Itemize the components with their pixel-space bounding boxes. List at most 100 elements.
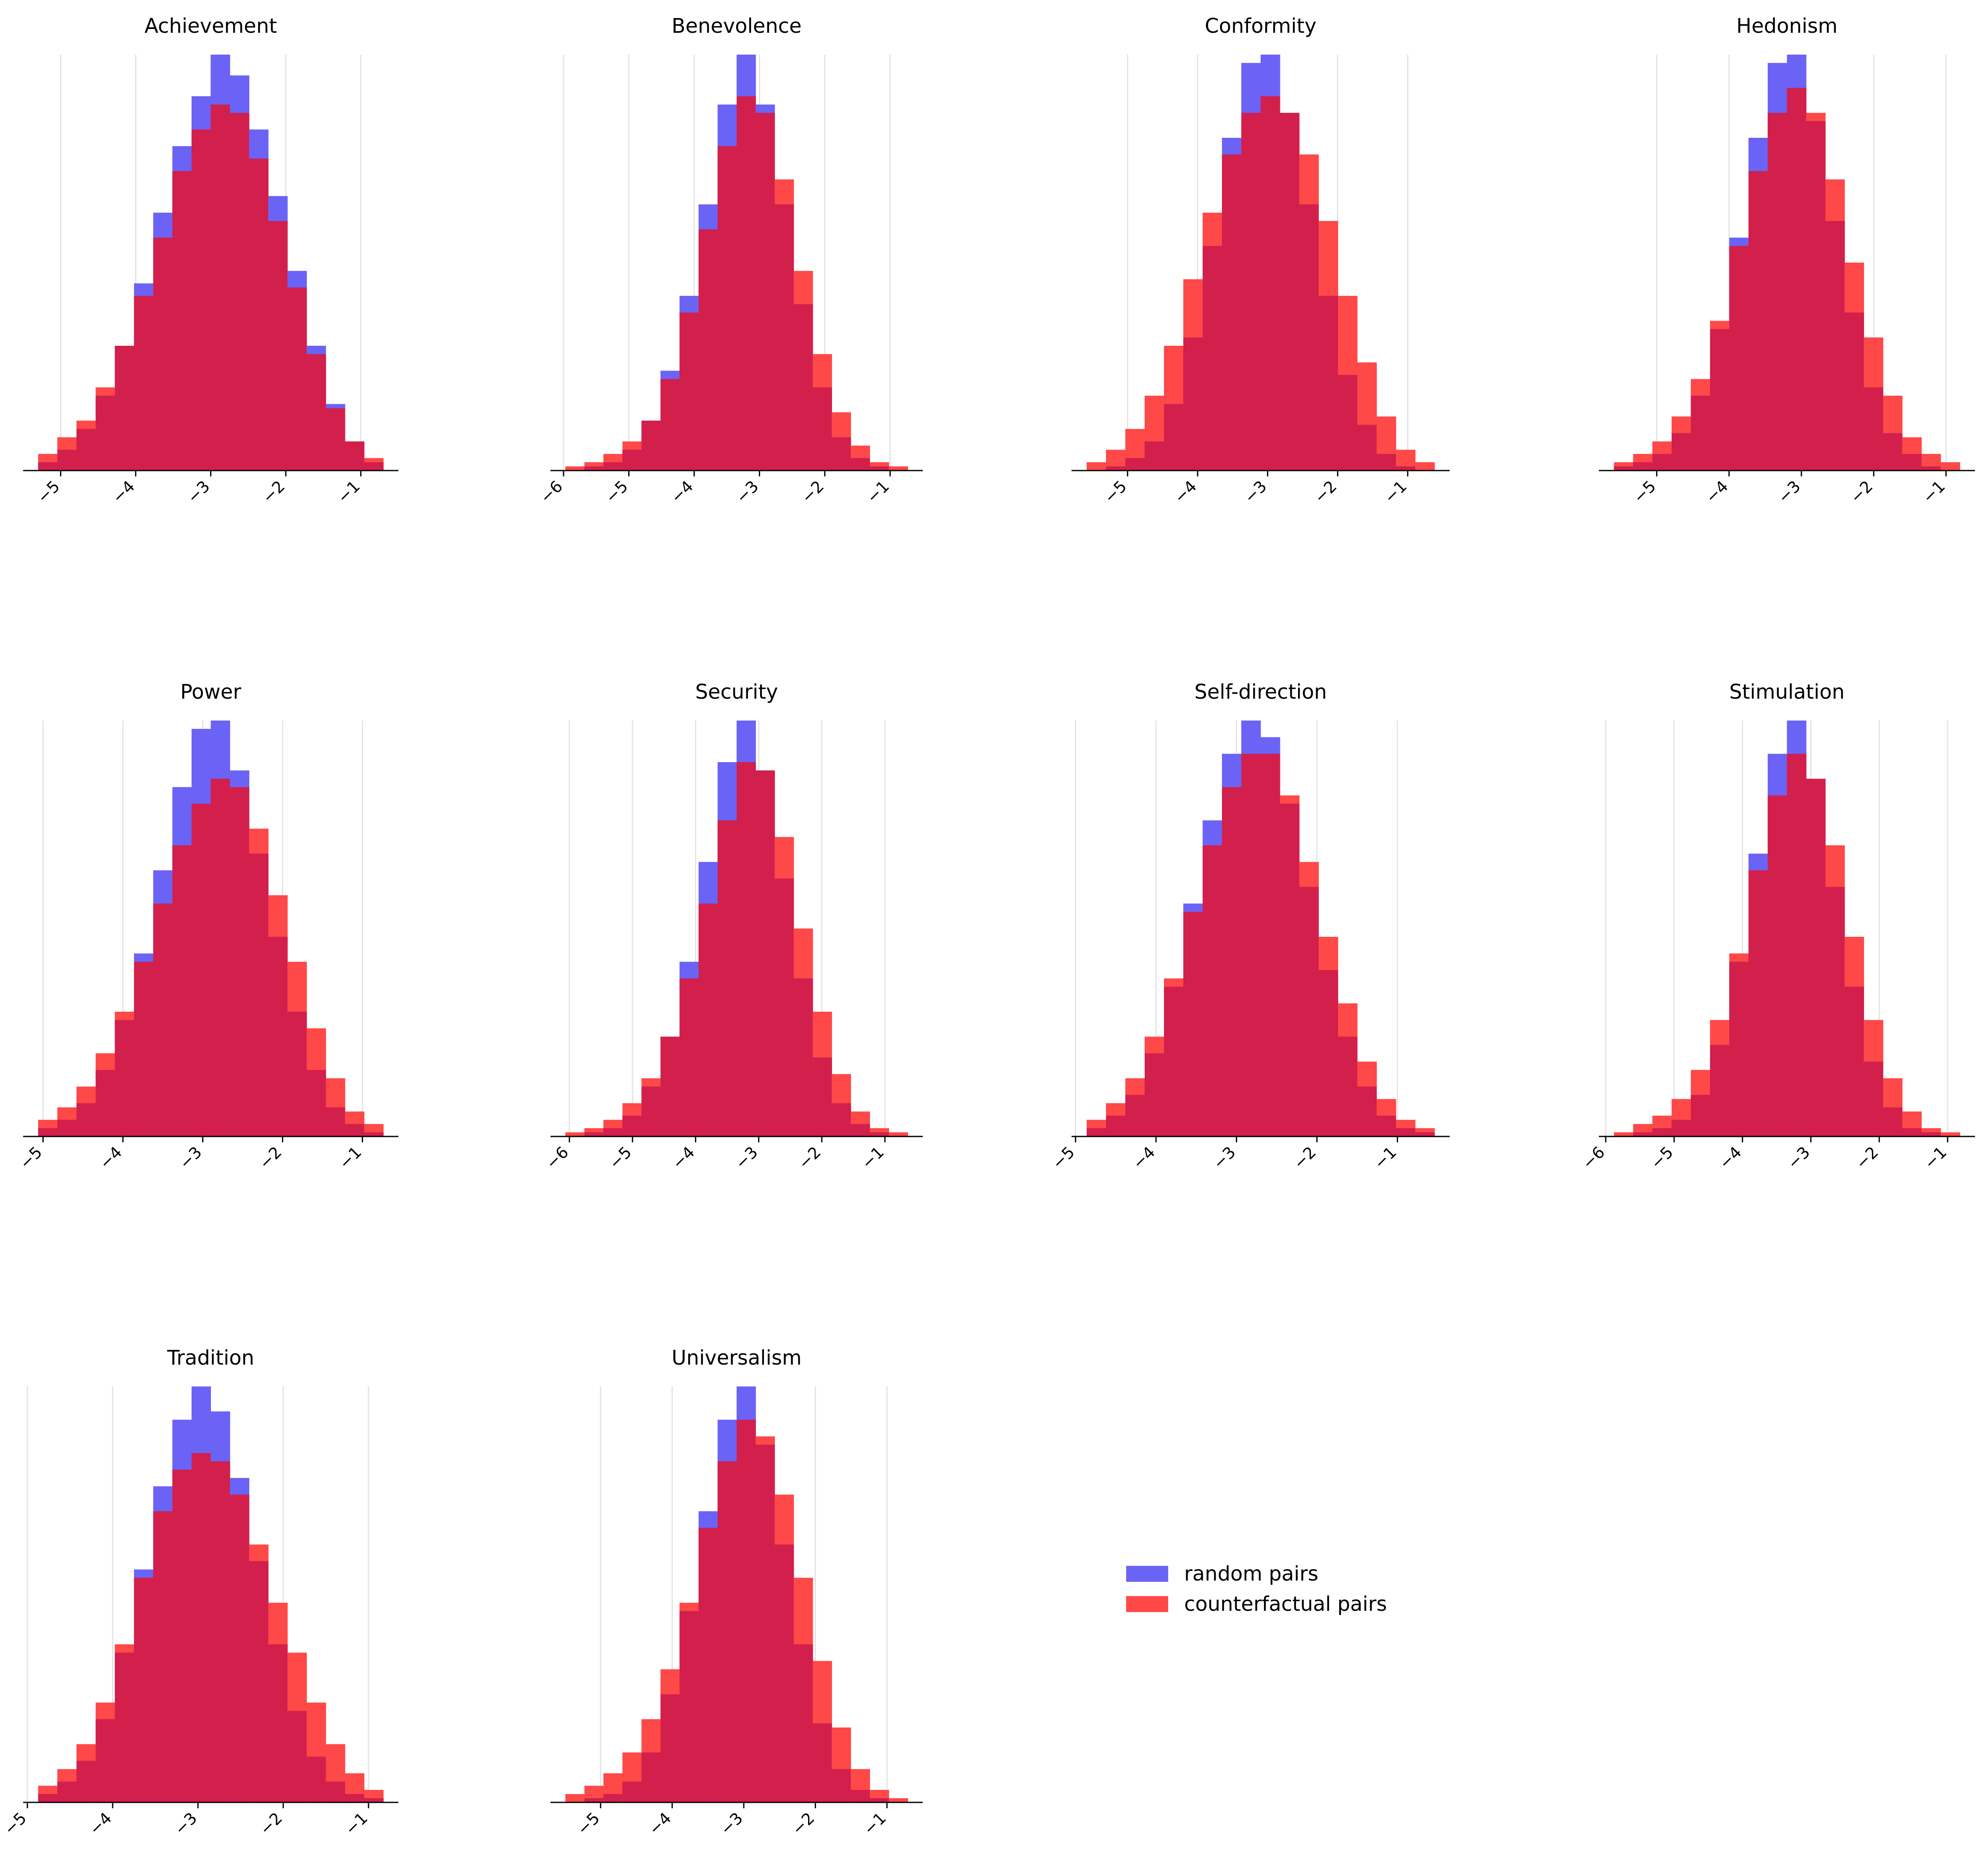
bar-overlap — [191, 1453, 211, 1802]
bar-overlap — [1106, 466, 1126, 471]
bar-overlap — [1825, 887, 1845, 1136]
bar-overlap — [172, 845, 192, 1136]
bar-counterfactual — [889, 466, 908, 471]
panel-title: Achievement — [145, 14, 277, 38]
bar-counterfactual — [889, 1132, 908, 1136]
bar-overlap — [1825, 221, 1845, 471]
x-tick-label: −4 — [1715, 1143, 1745, 1173]
bar-overlap — [1319, 970, 1338, 1136]
panel-tradition: −5 −4 −3 −2 −1 Tradition — [0, 1346, 398, 1839]
bar-overlap — [756, 770, 775, 1136]
bar-overlap — [153, 1511, 173, 1802]
x-tick-label: −3 — [717, 1809, 747, 1839]
x-tick-label: −4 — [109, 477, 139, 507]
bar-overlap — [1787, 88, 1806, 471]
bar-overlap — [774, 1544, 794, 1802]
x-tick-label: −1 — [1381, 477, 1411, 507]
panel-achievement: −5 −4 −3 −2 −1 Achievement — [23, 14, 398, 507]
bar-overlap — [660, 1036, 680, 1136]
bar-overlap — [345, 1124, 365, 1136]
bar-overlap — [1787, 754, 1806, 1136]
bar-overlap — [115, 1652, 134, 1802]
x-tick-label: −5 — [1048, 1143, 1078, 1173]
panel-title: Power — [180, 680, 241, 704]
panel-title: Hedonism — [1736, 14, 1838, 38]
x-tick-label: −5 — [1630, 477, 1659, 507]
legend-label-random: random pairs — [1184, 1562, 1319, 1586]
bar-overlap — [793, 1644, 813, 1802]
bar-overlap — [1125, 458, 1145, 471]
bar-overlap — [1652, 1128, 1672, 1136]
x-tick-label: −4 — [1702, 477, 1732, 507]
bar-overlap — [1710, 329, 1730, 471]
bar-overlap — [1164, 404, 1184, 471]
bar-overlap — [1203, 246, 1222, 471]
bar-overlap — [134, 296, 154, 471]
x-tick-label: −5 — [606, 1143, 635, 1173]
bar-counterfactual — [565, 1794, 585, 1802]
bar-overlap — [191, 129, 211, 471]
bar-overlap — [850, 1124, 870, 1136]
bar-overlap — [756, 1444, 775, 1802]
bar-overlap — [1690, 1095, 1711, 1136]
bar-overlap — [172, 171, 192, 471]
x-tick-label: −3 — [184, 477, 213, 507]
x-tick-label: −4 — [86, 1809, 116, 1839]
x-tick-label: −6 — [1579, 1143, 1609, 1173]
bar-overlap — [211, 779, 230, 1136]
bar-overlap — [737, 762, 756, 1136]
bar-overlap — [1672, 433, 1691, 471]
bar-counterfactual — [1614, 1132, 1634, 1136]
bar-overlap — [641, 1086, 661, 1136]
x-tick-label: −3 — [171, 1809, 201, 1839]
bar-overlap — [1106, 1115, 1126, 1136]
bar-overlap — [1614, 466, 1634, 471]
bar-overlap — [793, 304, 813, 471]
bar-overlap — [679, 312, 699, 471]
legend-label-counterfactual: counterfactual pairs — [1184, 1592, 1387, 1616]
bar-counterfactual — [1087, 462, 1106, 471]
bar-overlap — [1164, 986, 1184, 1136]
bar-overlap — [326, 1781, 345, 1802]
bar-overlap — [584, 1798, 604, 1802]
bar-overlap — [1844, 312, 1864, 471]
bar-overlap — [1222, 787, 1242, 1136]
x-tick-label: −1 — [334, 477, 363, 507]
bar-overlap — [1203, 845, 1222, 1136]
bar-overlap — [268, 221, 288, 471]
bar-overlap — [622, 1781, 642, 1802]
bar-overlap — [641, 421, 661, 471]
bar-overlap — [1921, 1132, 1941, 1136]
bar-overlap — [1299, 887, 1319, 1136]
bar-overlap — [584, 1132, 604, 1136]
bar-overlap — [249, 1561, 269, 1802]
bar-overlap — [1319, 296, 1338, 471]
panel-benevolence: −6 −5 −4 −3 −2 −1 Benevolence — [537, 14, 923, 507]
panel-title: Tradition — [167, 1346, 254, 1370]
panel-security: −6 −5 −4 −3 −2 −1 Security — [542, 680, 923, 1173]
x-tick-label: −6 — [542, 1143, 572, 1173]
x-tick-label: −2 — [798, 477, 827, 507]
panel-universalism: −5 −4 −3 −2 −1 Universalism — [550, 1346, 923, 1839]
bar-overlap — [1125, 1095, 1145, 1136]
bar-overlap — [1377, 454, 1396, 471]
panel-power: −5 −4 −3 −2 −1 Power — [16, 680, 398, 1173]
bar-overlap — [1690, 395, 1711, 471]
bar-overlap — [1415, 1132, 1435, 1136]
bar-overlap — [1921, 466, 1941, 471]
bar-counterfactual — [889, 1798, 908, 1802]
bar-overlap — [306, 1757, 326, 1802]
bar-overlap — [679, 1611, 699, 1802]
x-tick-label: −1 — [858, 1143, 888, 1173]
bar-overlap — [364, 1132, 384, 1136]
bar-overlap — [1672, 1120, 1691, 1136]
x-tick-label: −1 — [1921, 1143, 1951, 1173]
bar-overlap — [756, 113, 775, 471]
bar-overlap — [832, 1769, 851, 1802]
bar-overlap — [1183, 337, 1203, 471]
x-tick-label: −4 — [96, 1143, 126, 1173]
x-tick-label: −5 — [602, 477, 632, 507]
x-tick-label: −1 — [1370, 1143, 1400, 1173]
bar-overlap — [1864, 1061, 1883, 1136]
